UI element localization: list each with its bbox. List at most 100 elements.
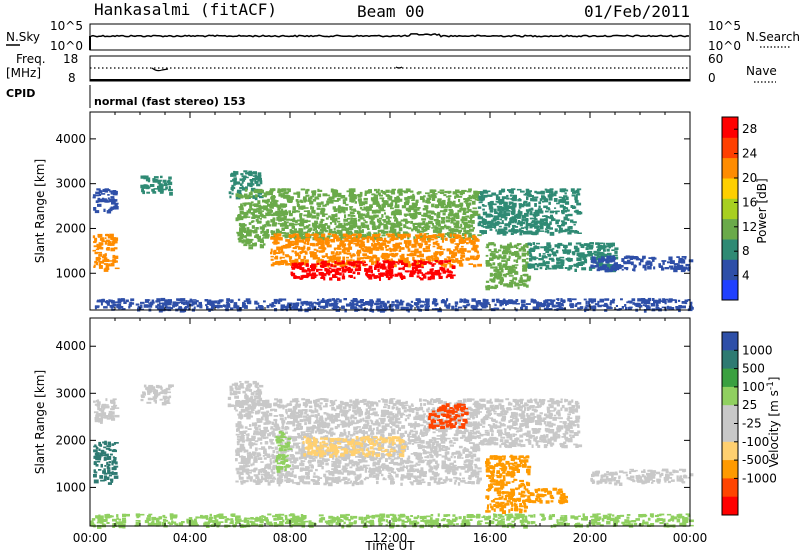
power-panel-region-7	[290, 259, 456, 281]
power-panel-ytick-0: 1000	[55, 266, 86, 280]
velocity-panel-region-9	[485, 454, 532, 514]
velocity-panel-region-4	[235, 398, 482, 487]
velocity-panel-region-6	[302, 435, 407, 458]
velocity-colorbar-tick-2: 100	[742, 380, 765, 394]
xtick-5: 20:00	[573, 531, 608, 545]
xtick-2: 08:00	[273, 531, 308, 545]
cpid-panel: CPID normal (fast stereo) 153	[6, 85, 246, 108]
velocity-panel-region-10	[527, 487, 569, 505]
nsky-tick-low: 10^0	[50, 39, 83, 53]
cpid-label: CPID	[6, 87, 35, 100]
power-panel: 1000 2000 3000 4000 Slant Range [km] 4 8 12 16…	[33, 111, 769, 313]
power-colorbar-label: Power [dB]	[755, 178, 769, 243]
power-colorbar: 4 8 12 16 20 24 28	[721, 116, 757, 301]
power-colorbar-bin-1	[722, 259, 738, 281]
power-panel-region-6	[270, 233, 482, 268]
power-panel-region-2	[140, 175, 173, 196]
velocity-colorbar: 1000 500 100 25 -25 -100 -500 -1000	[721, 331, 777, 516]
power-colorbar-bin-2	[722, 239, 738, 260]
velocity-ylabel: Slant Range [km]	[33, 370, 47, 474]
velocity-panel-region-2	[140, 384, 174, 406]
velocity-panel-ytick-2: 3000	[55, 386, 86, 400]
power-colorbar-bin-0	[722, 279, 738, 301]
beam-title: Beam 00	[357, 2, 424, 21]
power-colorbar-bin-8	[722, 117, 738, 138]
velocity-panel-region-1	[93, 440, 119, 485]
power-colorbar-bin-5	[722, 178, 738, 199]
power-panel-region-8	[477, 188, 583, 236]
power-panel-region-0	[92, 188, 119, 214]
xlabel: Time UT	[364, 539, 415, 553]
velocity-colorbar-bin-3	[722, 386, 738, 406]
velocity-colorbar-bin-8	[722, 478, 738, 498]
velocity-panel-region-11	[590, 468, 694, 486]
nave-tick-low: 0	[708, 71, 716, 85]
cpid-text: normal (fast stereo) 153	[94, 95, 246, 108]
nsearch-tick-low: 10^0	[708, 39, 741, 53]
date-title: 01/Feb/2011	[584, 2, 690, 21]
velocity-panel-ytick-1: 2000	[55, 433, 86, 447]
velocity-panel-region-5	[275, 430, 293, 473]
velocity-colorbar-bin-6	[722, 441, 738, 461]
xtick-1: 04:00	[173, 531, 208, 545]
nsky-tick-high: 10^5	[50, 19, 83, 33]
velocity-colorbar-bin-0	[722, 332, 738, 351]
power-colorbar-tick-3: 16	[742, 195, 757, 209]
velocity-colorbar-bin-4	[722, 405, 738, 424]
power-colorbar-bin-3	[722, 218, 738, 240]
station-title: Hankasalmi (fitACF)	[94, 0, 277, 19]
xtick-0: 00:00	[73, 531, 108, 545]
power-ylabel: Slant Range [km]	[33, 159, 47, 263]
velocity-colorbar-tick-4: -25	[742, 417, 762, 431]
xtick-6: 00:00	[673, 531, 708, 545]
velocity-colorbar-bin-2	[722, 368, 738, 388]
power-panel-region-11	[590, 255, 694, 273]
power-panel-ytick-2: 3000	[55, 177, 86, 191]
velocity-colorbar-tick-5: -100	[742, 435, 769, 449]
velocity-colorbar-bin-5	[722, 423, 738, 443]
nave-tick-high: 60	[708, 52, 723, 66]
velocity-colorbar-tick-7: -1000	[742, 471, 777, 485]
velocity-colorbar-label: Velocity [m s-1]	[766, 377, 781, 468]
nave-label: Nave	[746, 64, 777, 78]
power-colorbar-tick-2: 12	[742, 220, 757, 234]
power-colorbar-bin-7	[722, 137, 738, 159]
nsearch-tick-high: 10^5	[708, 19, 741, 33]
velocity-colorbar-bin-1	[722, 350, 738, 370]
velocity-panel: 1000 2000 3000 4000 00:00 04:00 08:00 12:00 16:0…	[33, 317, 781, 553]
power-panel-region-4	[235, 188, 269, 250]
power-panel-region-1	[92, 233, 120, 272]
power-colorbar-tick-0: 4	[742, 269, 750, 283]
power-colorbar-tick-4: 20	[742, 171, 757, 185]
velocity-panel-region-7	[428, 403, 469, 430]
freq-label-unit: [MHz]	[6, 66, 41, 80]
velocity-colorbar-tick-0: 1000	[742, 343, 773, 357]
xtick-3: 12:00	[373, 531, 408, 545]
nsky-label: N.Sky	[6, 30, 40, 44]
velocity-colorbar-tick-6: -500	[742, 453, 769, 467]
power-data	[92, 170, 694, 313]
velocity-colorbar-bin-9	[722, 496, 738, 516]
power-colorbar-tick-6: 28	[742, 122, 757, 136]
velocity-colorbar-tick-1: 500	[742, 362, 765, 376]
nsky-panel: N.Sky 10^5 10^0 10^5 10^0 N.Search	[6, 19, 800, 53]
power-panel-region-9	[485, 242, 532, 291]
power-colorbar-tick-1: 8	[742, 244, 750, 258]
power-colorbar-bin-4	[722, 198, 738, 220]
freq-tick-high: 18	[63, 52, 78, 66]
power-panel-region-5	[265, 188, 482, 242]
xtick-4: 16:00	[473, 531, 508, 545]
power-panel-ytick-3: 4000	[55, 132, 86, 146]
velocity-panel-region-0	[93, 398, 120, 424]
velocity-panel-region-8	[477, 398, 583, 449]
power-colorbar-bin-6	[722, 157, 738, 179]
power-panel-ytick-1: 2000	[55, 221, 86, 235]
freq-tick-low: 8	[68, 71, 76, 85]
velocity-panel-ytick-3: 4000	[55, 339, 86, 353]
velocity-colorbar-tick-3: 25	[742, 398, 757, 412]
nsearch-label: N.Search	[746, 30, 800, 44]
freq-label-top: Freq.	[16, 52, 46, 66]
velocity-colorbar-bin-7	[722, 460, 738, 479]
power-colorbar-tick-5: 24	[742, 147, 757, 161]
